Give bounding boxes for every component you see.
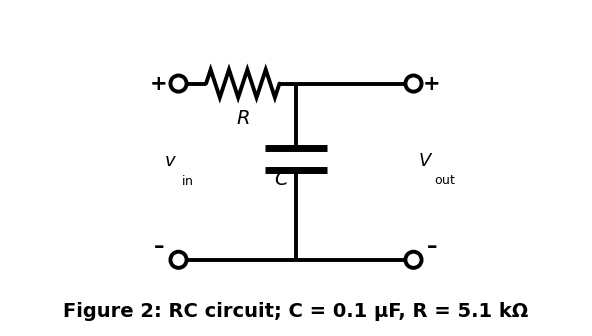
Circle shape bbox=[170, 76, 186, 92]
Text: $\mathit{v}$: $\mathit{v}$ bbox=[164, 152, 176, 170]
Text: –: – bbox=[427, 237, 437, 257]
Text: $\mathit{R}$: $\mathit{R}$ bbox=[236, 109, 250, 128]
Text: +: + bbox=[150, 74, 167, 93]
Circle shape bbox=[406, 76, 422, 92]
Text: $\mathrm{out}$: $\mathrm{out}$ bbox=[434, 173, 456, 186]
Text: Figure 2: RC circuit; C = 0.1 μF, R = 5.1 kΩ: Figure 2: RC circuit; C = 0.1 μF, R = 5.… bbox=[63, 302, 529, 321]
Text: +: + bbox=[423, 74, 440, 93]
Text: $\mathrm{in}$: $\mathrm{in}$ bbox=[181, 173, 194, 187]
Text: $\mathit{C}$: $\mathit{C}$ bbox=[274, 170, 289, 188]
Circle shape bbox=[406, 252, 422, 268]
Text: $\mathit{V}$: $\mathit{V}$ bbox=[418, 152, 433, 170]
Text: –: – bbox=[154, 237, 165, 257]
Circle shape bbox=[170, 252, 186, 268]
